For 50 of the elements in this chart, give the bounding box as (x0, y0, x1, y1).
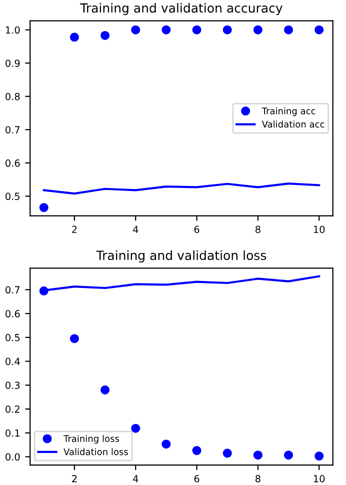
y-tick-label: 0.1 (6, 429, 20, 437)
y-tick-label: 1.0 (6, 26, 20, 34)
y-tick-label: 0.9 (6, 60, 20, 67)
y-tick-label: 0.3 (6, 382, 20, 389)
point (192, 446, 202, 456)
x-tick-label: 4 (132, 475, 138, 482)
point (131, 25, 140, 34)
point (314, 452, 324, 461)
point (39, 202, 48, 212)
x-tick-label: 10 (314, 226, 325, 234)
point (100, 385, 110, 394)
point (100, 30, 110, 40)
point (253, 25, 262, 34)
point (314, 25, 324, 34)
point (192, 25, 202, 34)
legend-label: Validation acc (262, 120, 324, 128)
x-tick-label: 6 (194, 475, 200, 482)
x-tick-label: 2 (72, 475, 77, 482)
point (70, 32, 79, 42)
y-tick-label: 0.5 (6, 334, 20, 342)
y-tick-label: 0.2 (6, 406, 20, 413)
legend-label: Training acc (262, 107, 316, 116)
y-tick-label: 0.6 (6, 159, 20, 167)
point (222, 448, 232, 458)
point (131, 424, 140, 433)
x-tick-label: 4 (132, 226, 138, 233)
point (284, 450, 294, 460)
point (162, 25, 171, 34)
x-tick-label: 6 (194, 226, 200, 234)
x-tick-label: 8 (255, 475, 260, 482)
y-tick-label: 0.8 (6, 92, 20, 100)
x-tick-label: 10 (314, 475, 325, 482)
y-tick-label: 0.7 (6, 286, 20, 294)
legend-label: Validation loss (64, 448, 128, 456)
x-tick-label: 8 (255, 226, 260, 234)
line-series (42, 182, 320, 195)
chart-title: Training and validation loss (96, 250, 266, 262)
y-tick-label: 0.6 (6, 310, 20, 318)
y-tick-label: 0.4 (6, 358, 20, 366)
y-tick-label: 0.7 (6, 126, 20, 134)
chart-title: Training and validation accuracy (80, 3, 282, 16)
point (253, 450, 262, 460)
point (222, 25, 232, 34)
point (284, 25, 294, 34)
point (70, 334, 79, 344)
point (162, 440, 171, 449)
legend-label: Training loss (63, 435, 119, 444)
y-tick-label: 0.5 (6, 192, 20, 200)
x-tick-label: 2 (72, 226, 77, 233)
y-tick-label: 0.0 (6, 453, 20, 461)
